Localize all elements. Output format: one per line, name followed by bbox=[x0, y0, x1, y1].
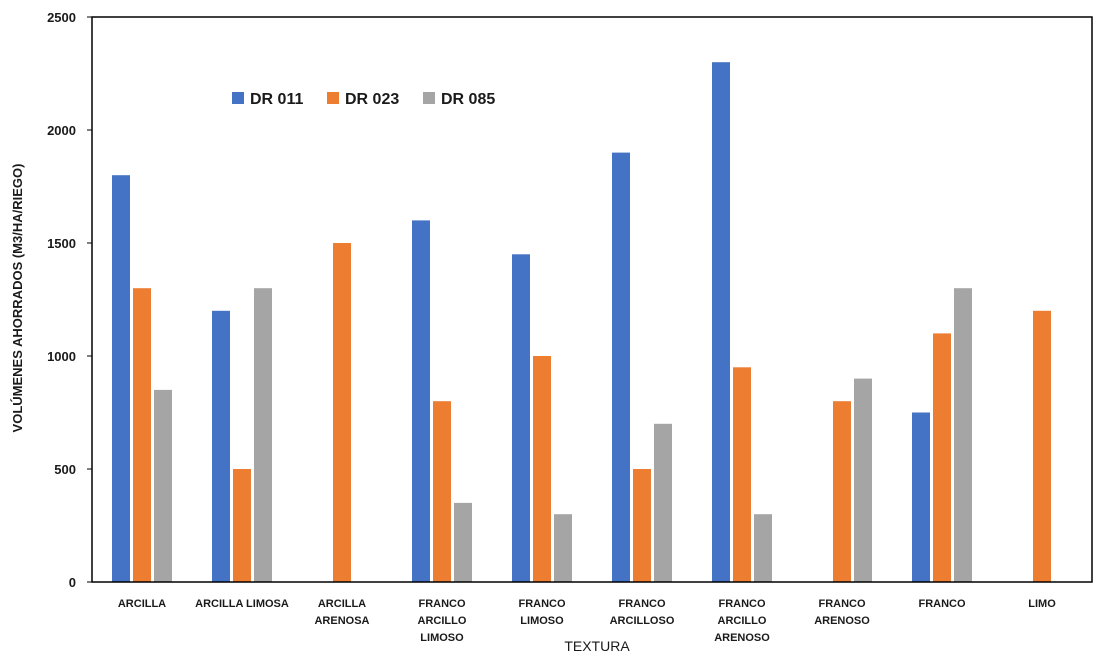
bar-dr-085-0 bbox=[154, 389, 172, 582]
bar-dr-023-5 bbox=[633, 469, 651, 582]
bar-dr-023-2 bbox=[333, 243, 351, 582]
legend-swatch bbox=[423, 92, 435, 104]
legend-swatch bbox=[327, 92, 339, 104]
x-category-label: FRANCO LIMOSO bbox=[518, 598, 565, 627]
bar-dr-011-1 bbox=[212, 310, 230, 582]
x-category-label: FRANCO bbox=[918, 598, 965, 610]
bar-dr-085-4 bbox=[554, 514, 572, 582]
bar-dr-023-9 bbox=[1033, 310, 1051, 582]
x-category-label: ARCILLA LIMOSA bbox=[195, 598, 289, 610]
bar-dr-085-8 bbox=[954, 288, 972, 582]
x-category-label: LIMO bbox=[1028, 598, 1056, 610]
x-category-label: FRANCO ARENOSO bbox=[814, 598, 870, 627]
bar-dr-011-5 bbox=[612, 152, 630, 582]
bar-dr-023-3 bbox=[433, 401, 451, 582]
legend: DR 011 DR 023 DR 085 bbox=[232, 91, 495, 108]
bars-group bbox=[112, 62, 1051, 583]
plot-frame bbox=[91, 16, 1093, 583]
bar-dr-085-5 bbox=[654, 423, 672, 582]
bar-dr-011-3 bbox=[412, 220, 430, 582]
y-tick-label: 0 bbox=[69, 575, 76, 590]
bar-dr-023-4 bbox=[533, 356, 551, 582]
legend-label: DR 011 bbox=[250, 91, 303, 108]
bar-dr-011-8 bbox=[912, 412, 930, 582]
bar-dr-023-1 bbox=[233, 469, 251, 582]
y-tick-label: 1000 bbox=[47, 349, 76, 364]
bar-dr-085-7 bbox=[854, 378, 872, 582]
legend-swatch bbox=[232, 92, 244, 104]
bar-dr-023-0 bbox=[133, 288, 151, 582]
bar-dr-011-0 bbox=[112, 175, 130, 582]
bar-dr-085-1 bbox=[254, 288, 272, 582]
y-tick-label: 500 bbox=[54, 462, 76, 477]
x-category-label: FRANCO ARCILLO LIMOSO bbox=[418, 598, 467, 644]
bar-dr-085-6 bbox=[754, 514, 772, 582]
bar-dr-011-6 bbox=[712, 62, 730, 582]
y-tick-label: 2000 bbox=[47, 123, 76, 138]
x-axis-title: TEXTURA bbox=[564, 638, 630, 654]
y-axis-title: VOLÚMENES AHORRADOS (M3/HA/RIEGO) bbox=[10, 164, 25, 433]
bar-dr-023-6 bbox=[733, 367, 751, 582]
axes-group bbox=[91, 16, 1093, 583]
y-tick-label: 1500 bbox=[47, 236, 76, 251]
y-tick-labels: 0 500 1000 1500 2000 2500 bbox=[47, 10, 92, 590]
x-category-label: FRANCO ARCILLOSO bbox=[610, 598, 675, 627]
bar-dr-011-4 bbox=[512, 254, 530, 583]
y-tick-label: 2500 bbox=[47, 10, 76, 25]
bar-dr-023-8 bbox=[933, 333, 951, 582]
legend-label: DR 085 bbox=[441, 91, 495, 108]
bar-dr-023-7 bbox=[833, 401, 851, 582]
legend-label: DR 023 bbox=[345, 91, 399, 108]
x-category-label: FRANCO ARCILLO ARENOSO bbox=[714, 598, 770, 644]
x-category-label: ARCILLA ARENOSA bbox=[314, 598, 369, 627]
x-category-labels: ARCILLA ARCILLA LIMOSA ARCILLA ARENOSA FRANC… bbox=[118, 598, 1056, 644]
x-category-label: ARCILLA bbox=[118, 598, 166, 610]
bar-dr-085-3 bbox=[454, 502, 472, 582]
